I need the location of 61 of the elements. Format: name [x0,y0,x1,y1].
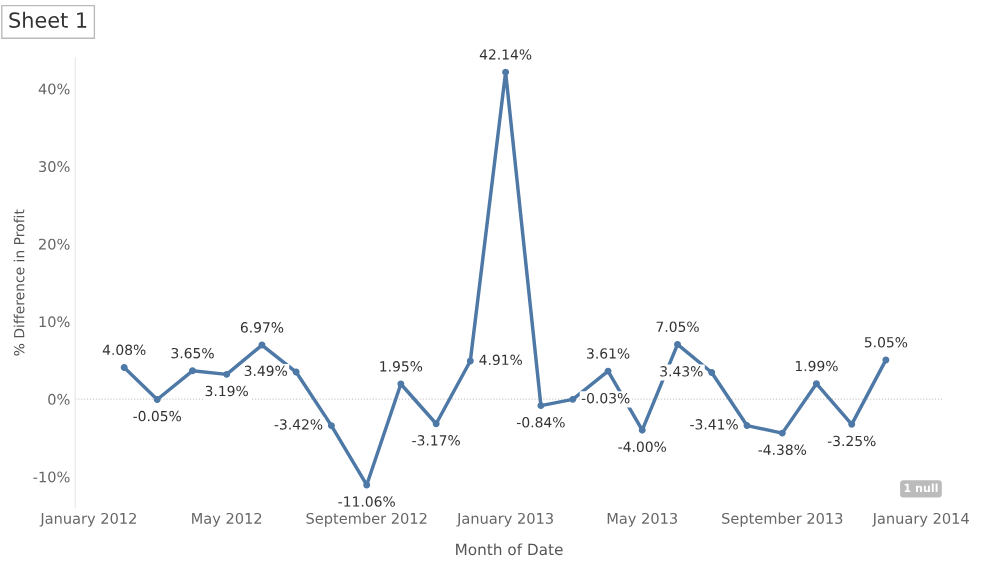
x-axis-title: Month of Date [456,543,563,556]
x-tick-label: September 2013 [722,512,843,527]
y-tick-label: 10% [39,316,70,328]
y-tick-label: 0% [48,393,70,405]
point [708,369,716,376]
data-label: -4.00% [618,441,667,453]
data-label: 3.19% [205,385,248,397]
data-label: 1.95% [380,361,423,372]
y-axis-title: % Difference in Profit [13,209,25,356]
data-label: -3.42% [274,419,323,430]
point [674,340,682,348]
point [153,396,161,403]
point [397,380,405,388]
data-label: 6.97% [240,322,284,333]
data-label: -3.41% [690,419,738,430]
data-label: 42.14% [479,49,532,60]
annotation: 1 null [904,483,938,493]
point [363,481,371,489]
data-label: 1.99% [795,360,838,372]
point [292,368,300,376]
point [569,395,577,403]
point [327,422,335,430]
point [466,357,474,365]
data-label: -3.25% [827,435,876,447]
point [537,402,545,410]
data-label: 3.61% [587,348,630,359]
data-label: 4.91% [479,354,522,366]
point [120,363,128,371]
x-tick-label: January 2013 [456,512,553,527]
y-tick-label: -10% [33,471,70,483]
data-label: -11.06% [338,496,395,507]
point [223,370,231,378]
point [882,356,890,364]
y-tick-label: 30% [39,161,70,173]
x-tick-label: May 2013 [607,512,678,527]
x-tick-label: September 2012 [306,512,427,527]
data-label: -4.38% [758,444,807,455]
data-label: -0.05% [133,410,181,422]
chart-title: Sheet 1 [9,11,87,28]
point [432,420,440,428]
x-tick-label: January 2012 [39,512,136,527]
point [812,380,820,388]
data-label: 3.65% [171,347,214,359]
data-label: 5.05% [864,337,908,348]
y-tick-label: 20% [39,238,70,250]
x-tick-label: May 2012 [192,512,262,527]
x-tick-label: January 2014 [871,512,969,527]
data-label: 3.43% [660,366,703,377]
point [502,68,510,76]
data-label: 3.49% [244,365,288,377]
point [778,429,786,437]
point [743,422,751,430]
data-label: -0.84% [517,417,565,428]
data-label: -0.03% [581,392,630,404]
point [848,420,856,428]
point [604,367,612,375]
point [189,367,196,375]
data-label: 4.08% [102,344,146,356]
data-label: 7.05% [656,321,699,333]
data-label: -3.17% [412,435,460,446]
y-tick-label: 40% [38,83,70,95]
